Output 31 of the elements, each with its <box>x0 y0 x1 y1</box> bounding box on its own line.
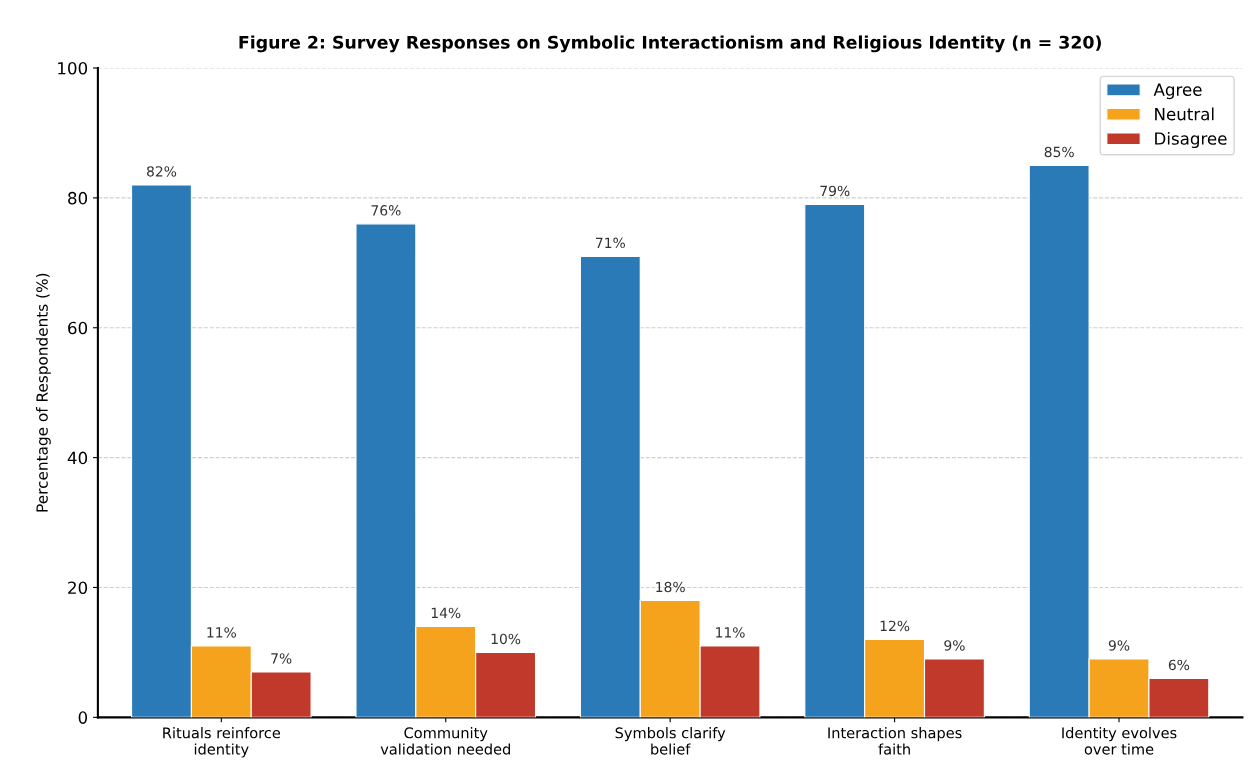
data-label: 12% <box>880 620 910 632</box>
y-tick-label: 80 <box>68 191 88 205</box>
y-tick-label: 0 <box>78 711 88 724</box>
data-label: 11% <box>716 627 745 638</box>
data-label: 9% <box>944 640 965 651</box>
data-label: 14% <box>431 607 461 619</box>
data-label: 71% <box>596 237 625 249</box>
y-tick-label: 100 <box>58 61 88 75</box>
x-tick-label: Rituals reinforce identity <box>163 727 281 758</box>
data-label: 18% <box>656 581 685 593</box>
y-tick-label: 20 <box>68 581 88 595</box>
legend-label: Disagree <box>1155 131 1227 149</box>
data-label: 9% <box>1108 640 1130 651</box>
data-label: 10% <box>491 633 521 645</box>
x-tick-label: Interaction shapes faith <box>828 727 962 755</box>
data-label: 11% <box>207 627 236 638</box>
y-axis-title: Percentage of Respondents (%) <box>36 273 51 512</box>
y-tick-label: 60 <box>68 321 88 335</box>
x-tick-label: Community validation needed <box>380 727 510 755</box>
legend-label: Neutral <box>1155 107 1214 121</box>
data-label: 7% <box>271 653 292 664</box>
x-tick-label: Symbols clarify belief <box>615 727 726 755</box>
data-label: 76% <box>371 205 401 216</box>
legend-label: Agree <box>1153 83 1202 100</box>
chart-title: Figure 2: Survey Responses on Symbolic Interactionism and Religious Identity (n = 320) <box>239 35 1101 53</box>
data-label: 79% <box>820 185 850 197</box>
data-label: 82% <box>146 166 177 177</box>
data-label: 6% <box>1168 659 1190 671</box>
data-label: 85% <box>1044 146 1074 158</box>
y-tick-label: 40 <box>67 451 88 465</box>
x-tick-label: Identity evolves over time <box>1062 727 1177 755</box>
